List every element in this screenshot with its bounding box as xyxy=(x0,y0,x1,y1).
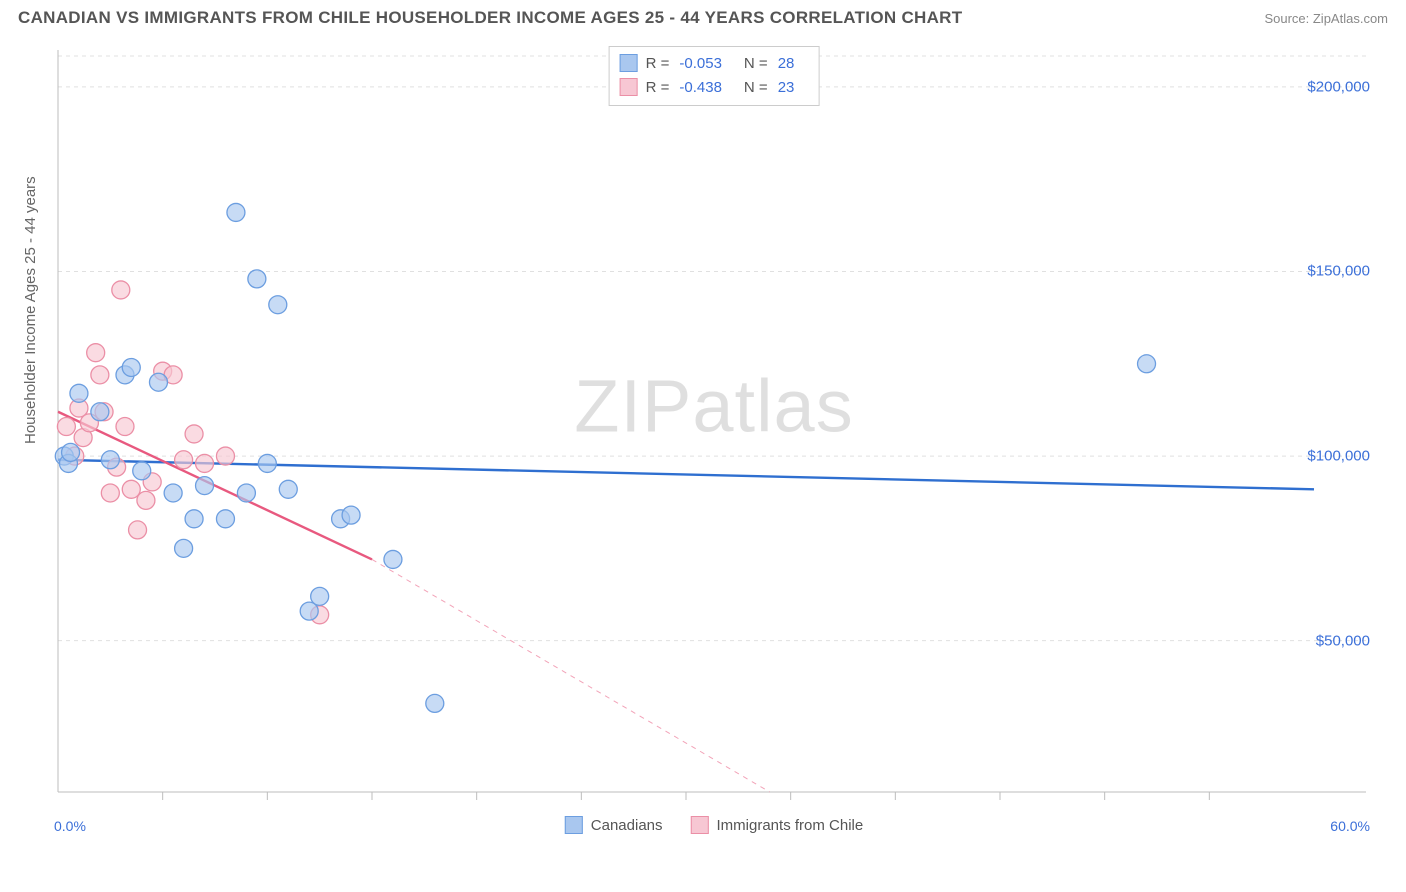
y-tick-label: $50,000 xyxy=(1316,632,1370,649)
y-tick-label: $200,000 xyxy=(1307,78,1370,95)
source-label: Source: ZipAtlas.com xyxy=(1264,11,1388,26)
r-value-blue: -0.053 xyxy=(679,55,722,72)
scatter-chart xyxy=(54,46,1374,828)
series-name-blue: Canadians xyxy=(591,817,663,834)
legend-series: Canadians Immigrants from Chile xyxy=(565,816,863,834)
n-value-pink: 23 xyxy=(778,79,795,96)
series-name-pink: Immigrants from Chile xyxy=(717,817,864,834)
y-tick-label: $150,000 xyxy=(1307,263,1370,280)
plot-area: ZIPatlas R =-0.053 N =28 R =-0.438 N =23… xyxy=(54,46,1374,828)
r-value-pink: -0.438 xyxy=(679,79,722,96)
x-axis-max-label: 60.0% xyxy=(1330,818,1370,834)
legend-stats: R =-0.053 N =28 R =-0.438 N =23 xyxy=(609,46,820,106)
n-value-blue: 28 xyxy=(778,55,795,72)
swatch-blue-bottom xyxy=(565,816,583,834)
chart-title: CANADIAN VS IMMIGRANTS FROM CHILE HOUSEH… xyxy=(18,8,962,28)
swatch-pink xyxy=(620,78,638,96)
chart-area: Householder Income Ages 25 - 44 years ZI… xyxy=(32,44,1384,834)
swatch-blue xyxy=(620,54,638,72)
x-axis-min-label: 0.0% xyxy=(54,818,86,834)
y-axis-label: Householder Income Ages 25 - 44 years xyxy=(22,176,39,444)
y-tick-label: $100,000 xyxy=(1307,448,1370,465)
swatch-pink-bottom xyxy=(691,816,709,834)
